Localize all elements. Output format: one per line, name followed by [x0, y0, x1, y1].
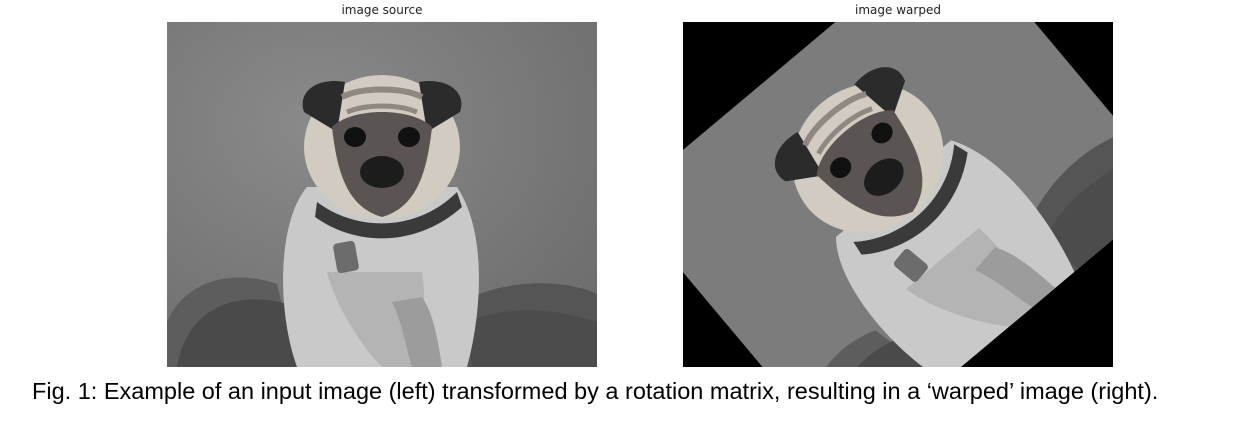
figure-caption: Fig. 1: Example of an input image (left)… — [32, 378, 1159, 404]
pug-photo-rotated-icon — [683, 22, 1113, 367]
right-panel-title: image warped — [855, 3, 941, 17]
warped-image — [683, 22, 1113, 367]
pug-photo-icon — [167, 22, 597, 367]
source-image — [167, 22, 597, 367]
left-panel-title: image source — [341, 3, 423, 17]
